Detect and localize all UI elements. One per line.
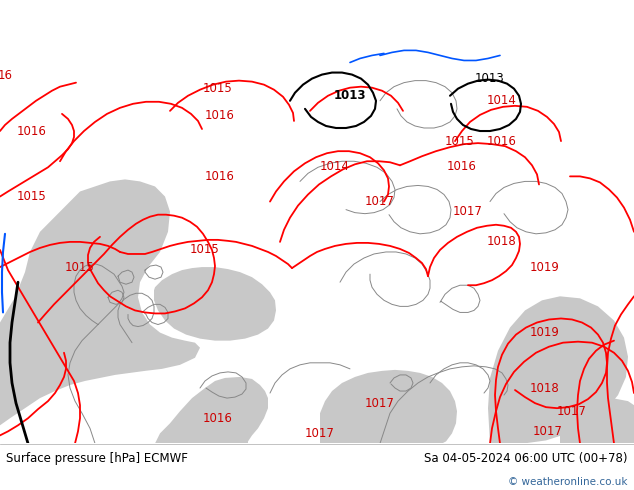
Text: 1013: 1013 bbox=[333, 89, 366, 102]
Text: 1017: 1017 bbox=[305, 427, 335, 440]
Text: 1015: 1015 bbox=[190, 244, 220, 256]
Text: 1017: 1017 bbox=[533, 425, 563, 438]
Polygon shape bbox=[0, 179, 200, 443]
Text: 1015: 1015 bbox=[445, 135, 475, 147]
Text: 1018: 1018 bbox=[530, 382, 560, 394]
Text: 1016: 1016 bbox=[205, 109, 235, 122]
Text: Surface pressure [hPa] ECMWF: Surface pressure [hPa] ECMWF bbox=[6, 452, 188, 465]
Polygon shape bbox=[320, 370, 457, 443]
Text: 1016: 1016 bbox=[487, 135, 517, 147]
Text: 1013: 1013 bbox=[475, 72, 505, 85]
Polygon shape bbox=[154, 267, 276, 341]
Text: 1016: 1016 bbox=[205, 170, 235, 183]
Text: 16: 16 bbox=[0, 69, 13, 82]
Polygon shape bbox=[155, 377, 268, 443]
Polygon shape bbox=[325, 391, 440, 443]
Polygon shape bbox=[560, 398, 634, 443]
Text: 1016: 1016 bbox=[17, 124, 47, 138]
Text: Sa 04-05-2024 06:00 UTC (00+78): Sa 04-05-2024 06:00 UTC (00+78) bbox=[424, 452, 628, 465]
Text: 1018: 1018 bbox=[487, 235, 517, 248]
Text: 1016: 1016 bbox=[447, 160, 477, 173]
Text: 1017: 1017 bbox=[365, 396, 395, 410]
Text: 1017: 1017 bbox=[365, 195, 395, 208]
Text: 1017: 1017 bbox=[557, 405, 587, 417]
Text: 1015: 1015 bbox=[17, 190, 47, 203]
Text: 1015: 1015 bbox=[203, 82, 233, 95]
Text: 1016: 1016 bbox=[203, 412, 233, 425]
Text: 1019: 1019 bbox=[530, 326, 560, 339]
Text: 1014: 1014 bbox=[487, 94, 517, 107]
Text: 1019: 1019 bbox=[530, 261, 560, 273]
Text: © weatheronline.co.uk: © weatheronline.co.uk bbox=[508, 477, 628, 487]
Text: 1014: 1014 bbox=[320, 160, 350, 173]
Text: 1017: 1017 bbox=[453, 205, 483, 218]
Text: 1015: 1015 bbox=[65, 261, 95, 273]
Polygon shape bbox=[488, 296, 628, 443]
